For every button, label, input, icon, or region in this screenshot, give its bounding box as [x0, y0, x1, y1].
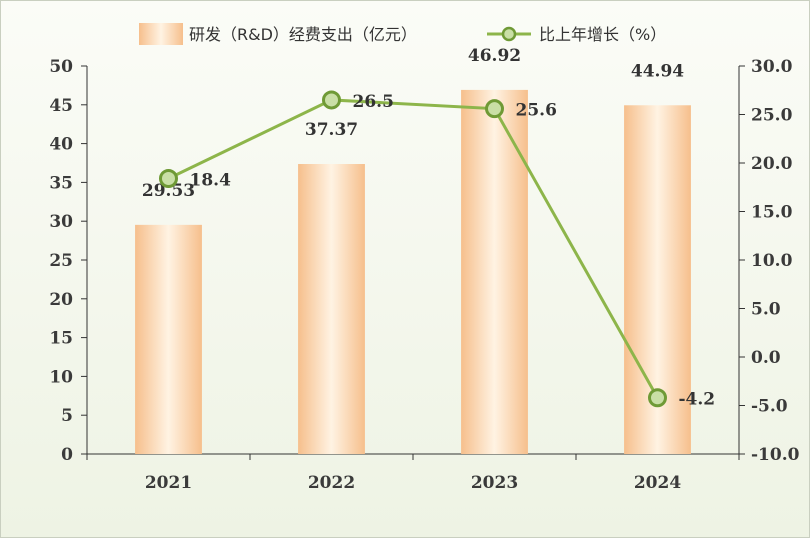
legend-line-marker [501, 26, 517, 42]
x-tick-label: 2021 [145, 473, 192, 493]
left-tick-label: 45 [49, 96, 73, 116]
right-tick-label: 25.0 [751, 106, 793, 126]
bar-2021 [135, 224, 202, 454]
right-tick-label: 15.0 [751, 203, 793, 223]
x-tick-label: 2023 [471, 473, 518, 493]
right-tick-label: 30.0 [751, 57, 793, 77]
axes: 0 5 10 15 20 25 30 35 40 45 50 -10.0 -5.0 0.0 5.0 10.0 1… [49, 57, 799, 493]
right-tick-label: 0.0 [751, 348, 781, 368]
growth-value-label: -4.2 [679, 390, 716, 410]
growth-marker-2023 [485, 99, 504, 119]
left-tick-label: 10 [49, 367, 73, 387]
bar-series: 29.53 37.37 46.92 44.94 [135, 46, 691, 455]
left-tick-label: 15 [49, 329, 73, 349]
right-tick-label: 20.0 [751, 154, 793, 174]
growth-value-label: 26.5 [353, 92, 394, 112]
growth-marker-2022 [322, 90, 341, 110]
bar-2023 [461, 89, 528, 454]
growth-marker-2024 [648, 388, 667, 408]
legend-bar-label: 研发（R&D）经费支出（亿元） [189, 25, 417, 44]
right-tick-label: 5.0 [751, 300, 781, 320]
growth-value-label: 25.6 [516, 101, 557, 121]
left-tick-label: 50 [49, 57, 73, 77]
x-tick-label: 2022 [308, 473, 355, 493]
left-tick-label: 25 [49, 251, 73, 271]
left-tick-label: 30 [49, 212, 73, 232]
bar-value-label: 44.94 [631, 61, 684, 81]
right-tick-label: 10.0 [751, 251, 793, 271]
left-tick-label: 20 [49, 290, 73, 310]
x-tick-label: 2024 [634, 473, 681, 493]
bar-value-label: 46.92 [468, 46, 521, 66]
legend-line-label: 比上年增长（%） [539, 25, 666, 44]
left-tick-label: 0 [61, 445, 73, 465]
line-series: 18.4 26.5 25.6 -4.2 [159, 90, 716, 410]
bar-value-label: 29.53 [142, 181, 195, 201]
growth-marker-2021 [159, 169, 178, 189]
growth-value-label: 18.4 [190, 171, 232, 191]
right-tick-label: -10.0 [751, 445, 800, 465]
left-tick-label: 5 [61, 406, 73, 426]
legend: 研发（R&D）经费支出（亿元） 比上年增长（%） [139, 23, 666, 45]
legend-bar-swatch [139, 23, 183, 45]
right-tick-label: -5.0 [751, 397, 788, 417]
bar-2022 [298, 164, 365, 455]
left-tick-label: 40 [49, 135, 73, 155]
bar-value-label: 37.37 [305, 120, 358, 140]
left-tick-label: 35 [49, 173, 73, 193]
growth-line [167, 98, 659, 399]
